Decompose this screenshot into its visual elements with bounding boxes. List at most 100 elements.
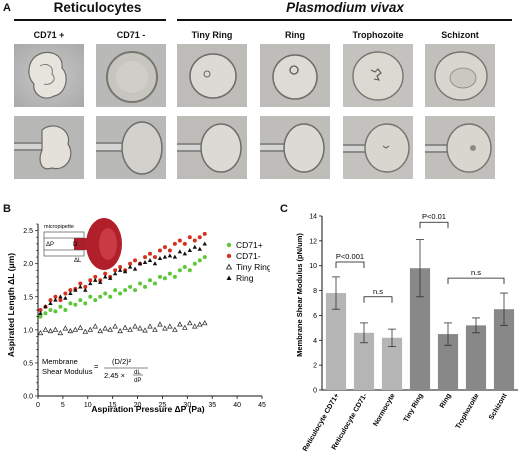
point-cd71- <box>187 235 192 240</box>
significance-bracket <box>447 277 505 285</box>
point-ring <box>147 257 153 262</box>
significance-label: P<0.01 <box>422 212 446 221</box>
bar-reticulocyte-cd71- <box>353 332 375 390</box>
bar-schizont <box>493 309 515 390</box>
point-tiny-ring <box>187 320 193 326</box>
point-tiny-ring <box>117 328 123 334</box>
point-ring <box>127 264 133 269</box>
point-ring <box>83 287 88 292</box>
y-tick-label: 2.0 <box>23 261 33 268</box>
point-ring <box>88 281 93 286</box>
group-rule-reticulocytes <box>14 19 166 21</box>
point-ring <box>122 269 128 274</box>
point-cd71- <box>48 298 53 303</box>
point-cd71- <box>78 298 83 303</box>
significance-label: n.s <box>373 287 383 296</box>
point-cd71- <box>182 265 187 269</box>
point-cd71- <box>167 248 172 253</box>
scatter-points <box>37 231 208 336</box>
point-ring <box>182 251 188 256</box>
point-tiny-ring <box>37 330 44 336</box>
point-cd71- <box>152 255 157 260</box>
bar-chart-shear-modulus: 0 2 4 6 8 10 12 14 Reticulocyte CD71+Reticulocy… <box>295 212 518 453</box>
bar-category-label: Tiny Ring <box>403 393 425 424</box>
column-label-schizont: Schizont <box>441 30 479 40</box>
point-tiny-ring <box>192 323 198 329</box>
bar-y-axis-label: Membrane Shear Modulus (pN/um) <box>295 233 304 357</box>
significance-annotations: P<0.001 n.s P<0.01 n.s <box>335 212 505 303</box>
point-cd71- <box>88 294 93 299</box>
point-tiny-ring <box>72 326 79 332</box>
point-tiny-ring <box>157 321 163 327</box>
point-tiny-ring <box>196 321 203 327</box>
point-cd71- <box>68 288 73 293</box>
point-ring <box>162 254 168 259</box>
point-ring <box>93 277 98 282</box>
point-cd71- <box>138 281 143 286</box>
point-cd71- <box>78 281 83 286</box>
legend-marker-ring <box>226 275 232 280</box>
point-tiny-ring <box>177 321 183 327</box>
point-cd71- <box>88 278 93 283</box>
point-tiny-ring <box>137 325 143 331</box>
point-ring <box>73 287 78 292</box>
inset-label-delta-p: ΔP <box>46 242 54 248</box>
point-tiny-ring <box>182 324 188 330</box>
point-cd71- <box>157 248 162 253</box>
point-cd71- <box>113 268 118 273</box>
point-cd71- <box>148 251 152 256</box>
point-tiny-ring <box>42 326 49 332</box>
point-cd71- <box>172 274 177 279</box>
point-cd71- <box>53 309 58 314</box>
y-tick-label: 2.5 <box>23 228 33 235</box>
micrograph-cd71-positive-aspirated <box>14 116 84 179</box>
point-cd71- <box>133 288 138 293</box>
micrograph-cd71-negative-top <box>96 44 166 107</box>
point-cd71- <box>48 308 53 312</box>
x-tick-label: 5 <box>61 402 65 409</box>
point-cd71- <box>177 238 182 243</box>
point-ring <box>132 266 138 271</box>
point-cd71- <box>162 245 167 250</box>
y-tick-label: 1.5 <box>23 294 33 301</box>
point-cd71- <box>133 258 138 263</box>
micrograph-schizont-aspirated <box>425 116 495 179</box>
point-ring <box>157 256 163 260</box>
scatter-axes: 0 5 10 15 20 25 30 35 40 45 0.0 0.5 1.0 1.5 2.0 2.5 <box>23 223 266 409</box>
point-cd71- <box>197 258 202 263</box>
x-tick-label: 15 <box>109 402 117 409</box>
point-cd71- <box>53 294 58 299</box>
inset-label-delta-l: ΔL <box>74 258 82 264</box>
legend-marker-cd71-pos <box>226 242 232 248</box>
point-ring <box>43 304 48 309</box>
significance-bracket <box>363 296 393 303</box>
point-tiny-ring <box>147 323 153 329</box>
significance-label: n.s <box>471 268 481 277</box>
point-ring <box>197 246 202 251</box>
micrograph-trophozoite-aspirated <box>343 116 413 179</box>
point-cd71- <box>128 284 133 289</box>
x-tick-label: 30 <box>183 402 191 409</box>
significance-label: P<0.001 <box>336 252 364 261</box>
point-cd71- <box>83 284 88 289</box>
point-tiny-ring <box>172 326 178 332</box>
point-ring <box>167 253 173 258</box>
point-ring <box>187 248 193 253</box>
micrograph-trophozoite-top <box>343 44 413 107</box>
column-label-cd71-positive: CD71 + <box>33 30 65 40</box>
point-cd71- <box>192 261 197 266</box>
point-ring <box>107 275 113 280</box>
point-cd71- <box>152 281 157 286</box>
point-ring <box>177 249 183 254</box>
point-tiny-ring <box>201 320 208 326</box>
point-cd71- <box>38 308 43 312</box>
point-cd71- <box>108 294 113 299</box>
point-ring <box>137 261 143 266</box>
point-cd71- <box>63 308 68 312</box>
legend-marker-tiny-ring <box>225 263 233 270</box>
y-tick-label: 0.0 <box>23 394 33 401</box>
point-cd71- <box>43 311 48 316</box>
point-cd71- <box>63 291 68 296</box>
point-tiny-ring <box>87 326 94 332</box>
point-tiny-ring <box>57 330 64 336</box>
